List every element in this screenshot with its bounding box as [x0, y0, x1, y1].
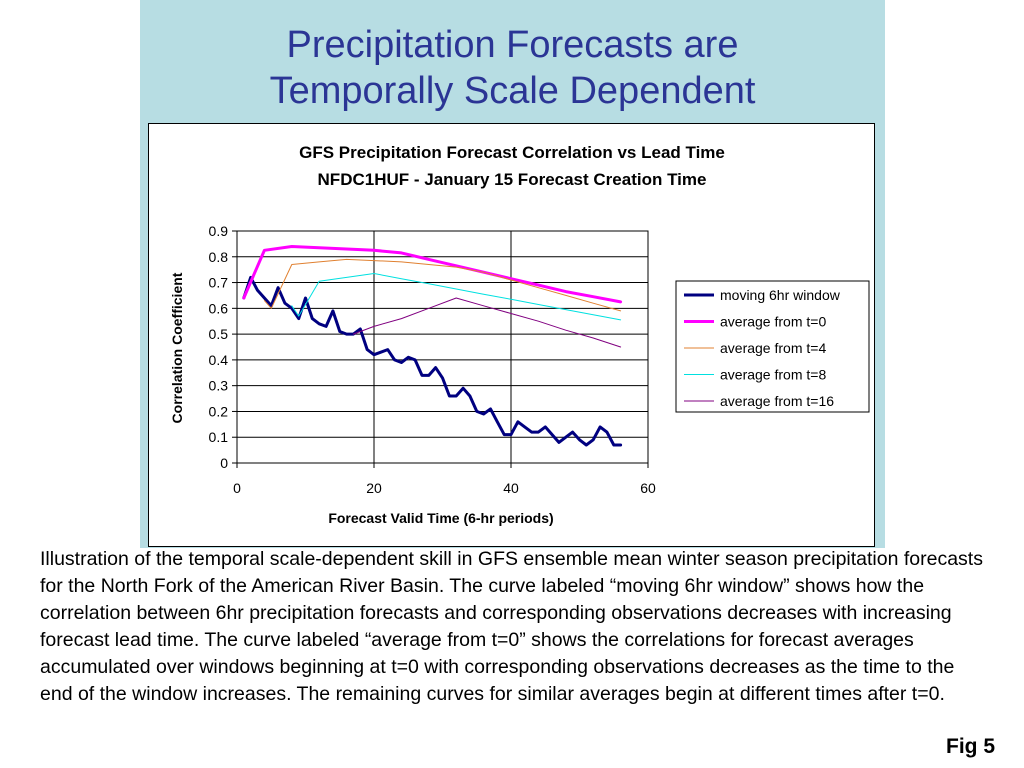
axis-ticks: 0 0.1 0.2 0.3 0.4 0.5 0.6 0.7 0.8 0.9 0 20 40 60 — [209, 223, 656, 496]
y-axis-title: Correlation Coefficient — [169, 272, 185, 423]
slide-title-line1: Precipitation Forecasts are — [286, 24, 739, 66]
series-line-2 — [242, 245, 623, 304]
chart-title-line2: NFDC1HUF - January 15 Forecast Creation … — [318, 170, 707, 189]
chart-frame: GFS Precipitation Forecast Correlation v… — [148, 123, 875, 547]
chart-svg: GFS Precipitation Forecast Correlation v… — [169, 143, 870, 526]
y-tick-label: 0.8 — [209, 249, 229, 265]
y-tick-label: 0.3 — [209, 378, 229, 394]
x-tick-label: 0 — [233, 480, 241, 496]
legend-label-1: moving 6hr window — [720, 287, 841, 303]
figure-label: Fig 5 — [946, 735, 996, 758]
series-line-4 — [291, 273, 622, 321]
y-tick-label: 0.7 — [209, 275, 229, 291]
y-tick-label: 0.1 — [209, 429, 229, 445]
slide-title-line2: Temporally Scale Dependent — [269, 70, 756, 112]
legend-label-2: average from t=0 — [720, 314, 826, 330]
plot-area-border — [236, 230, 649, 464]
legend-label-3: average from t=4 — [720, 340, 826, 356]
chart-legend: moving 6hr window average from t=0 average… — [675, 280, 870, 413]
legend-label-5: average from t=16 — [720, 393, 834, 409]
plot-series — [242, 245, 623, 447]
y-tick-label: 0.9 — [209, 223, 229, 239]
chart-title-line1: GFS Precipitation Forecast Correlation v… — [299, 143, 725, 162]
y-tick-label: 0.4 — [209, 352, 229, 368]
series-line-1 — [242, 275, 623, 447]
plot-grid — [236, 230, 649, 464]
figure-caption: Illustration of the temporal scale-depen… — [40, 548, 983, 705]
x-tick-label: 20 — [366, 480, 382, 496]
y-tick-label: 0.2 — [209, 403, 229, 419]
legend-label-4: average from t=8 — [720, 367, 826, 383]
series-line-5 — [352, 297, 622, 348]
y-tick-label: 0.5 — [209, 326, 229, 342]
x-tick-label: 40 — [503, 480, 519, 496]
series-line-3 — [263, 258, 622, 312]
x-axis-title: Forecast Valid Time (6-hr periods) — [328, 510, 553, 526]
x-tick-label: 60 — [640, 480, 656, 496]
slide-title: Precipitation Forecasts are Temporally S… — [140, 22, 885, 114]
legend-box — [675, 280, 870, 413]
y-tick-label: 0 — [220, 455, 228, 471]
y-tick-label: 0.6 — [209, 300, 229, 316]
